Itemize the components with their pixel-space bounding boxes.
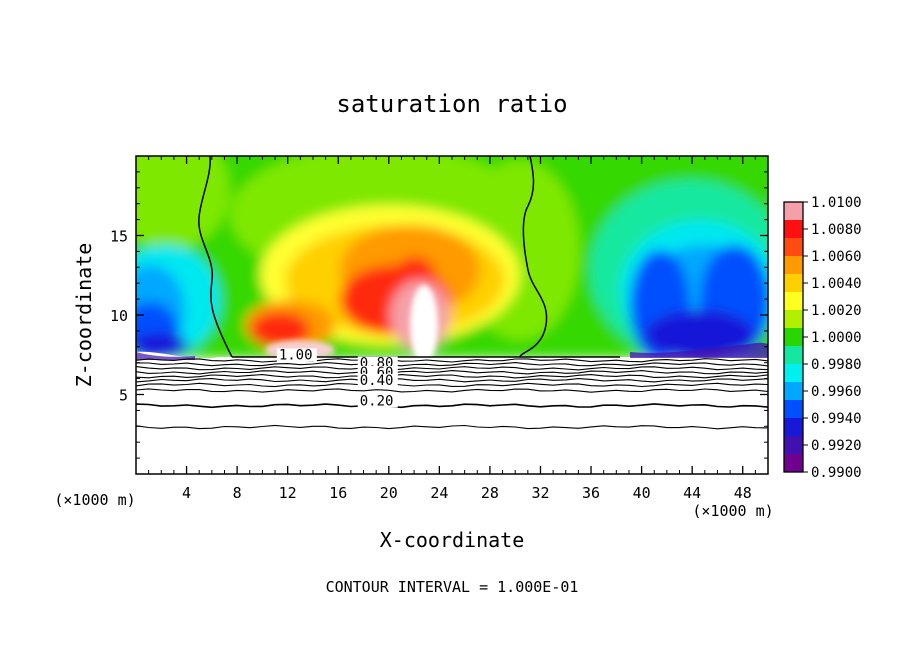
y-tick-label: 5: [119, 387, 128, 405]
field-lightgreen-left: [136, 156, 230, 250]
contour-label: 0.40: [360, 373, 394, 389]
field-bottom-fringe: [136, 352, 195, 360]
x-axis: 4 8 12 16 20 24 28 32 36 40 44 48: [148, 156, 756, 502]
contour-line: [136, 358, 768, 363]
x-axis-label: X-coordinate: [380, 528, 525, 552]
y-tick-label: 15: [110, 228, 128, 246]
contour-labels: 1.00 0.800.600.400.20: [276, 348, 398, 410]
colorbar: 1.0100 1.0080 1.0060 1.0040 1.0020 1.0000 0.99…: [783, 195, 862, 481]
contour-interval-note: CONTOUR INTERVAL = 1.000E-01: [326, 578, 579, 596]
colorbar-tick-label: 0.9980: [811, 357, 862, 373]
field-bottom-fringe-right: [630, 342, 768, 358]
colorbar-tick-label: 0.9920: [811, 438, 862, 454]
saturation-field: 1.00 0.800.600.400.20: [136, 156, 768, 474]
x-tick-label: 16: [329, 484, 347, 502]
contour-label-bg: [357, 373, 398, 387]
x-tick-label: 48: [734, 484, 752, 502]
x-unit-right: (×1000 m): [692, 502, 773, 520]
field-white-core: [410, 285, 438, 365]
colorbar-swatch: [784, 382, 803, 401]
x-tick-label: 12: [279, 484, 297, 502]
colorbar-swatch: [784, 436, 803, 455]
colorbar-swatch: [784, 256, 803, 275]
x-tick-label: 36: [582, 484, 600, 502]
contour-line: [136, 382, 768, 388]
colorbar-tick-label: 1.0060: [811, 249, 862, 265]
x-unit-left: (×1000 m): [54, 491, 135, 509]
colorbar-swatch: [784, 454, 803, 473]
x-tick-label: 44: [683, 484, 701, 502]
contour-label: 1.00: [279, 348, 313, 364]
contour-label: 0.20: [360, 394, 394, 410]
colorbar-tick-label: 0.9940: [811, 411, 862, 427]
x-tick-label: 24: [430, 484, 448, 502]
x-tick-label: 40: [633, 484, 651, 502]
contour-line: [136, 388, 768, 393]
colorbar-swatch: [784, 364, 803, 383]
y-tick-label: 10: [110, 307, 128, 325]
colorbar-swatch: [784, 418, 803, 437]
colorbar-swatch: [784, 346, 803, 365]
colorbar-tick-label: 0.9900: [811, 465, 862, 481]
colorbar-swatch: [784, 274, 803, 293]
contour-line: [136, 370, 768, 375]
colorbar-tick-label: 1.0000: [811, 330, 862, 346]
x-tick-label: 20: [380, 484, 398, 502]
colorbar-swatch: [784, 310, 803, 329]
colorbar-swatch: [784, 400, 803, 419]
contour-1-00-left: [198, 156, 233, 358]
colorbar-tick-label: 1.0100: [811, 195, 862, 211]
contour-line: [136, 366, 768, 371]
contour-line: [136, 374, 768, 379]
colorbar-tick-label: 1.0040: [811, 276, 862, 292]
contour-label-bg: [276, 348, 317, 362]
field-below-base: [136, 351, 768, 474]
x-tick-label: 32: [531, 484, 549, 502]
contour-1-00-right: [519, 156, 548, 358]
colorbar-tick-label: 0.9960: [811, 384, 862, 400]
y-axis-label: Z-coordinate: [72, 243, 96, 388]
y-axis: 5 10 15: [110, 171, 768, 459]
colorbar-tick-label: 1.0020: [811, 303, 862, 319]
field-navy-left: [136, 333, 188, 357]
chart-title: saturation ratio: [336, 90, 567, 118]
contour-lines: [136, 358, 768, 430]
contour-line: [136, 362, 768, 367]
colorbar-swatch: [784, 328, 803, 347]
colorbar-swatch: [784, 220, 803, 239]
x-tick-label: 28: [481, 484, 499, 502]
field-red-left: [250, 312, 310, 348]
colorbar-swatch: [784, 238, 803, 257]
contour-line: [136, 424, 768, 430]
contour-line: [136, 378, 768, 383]
x-tick-label: 4: [182, 484, 191, 502]
colorbar-swatch: [784, 202, 803, 221]
colorbar-swatch: [784, 292, 803, 311]
contour-label-bg: [357, 394, 398, 408]
contour-line: [136, 403, 768, 409]
colorbar-tick-label: 1.0080: [811, 222, 862, 238]
x-tick-label: 8: [233, 484, 242, 502]
